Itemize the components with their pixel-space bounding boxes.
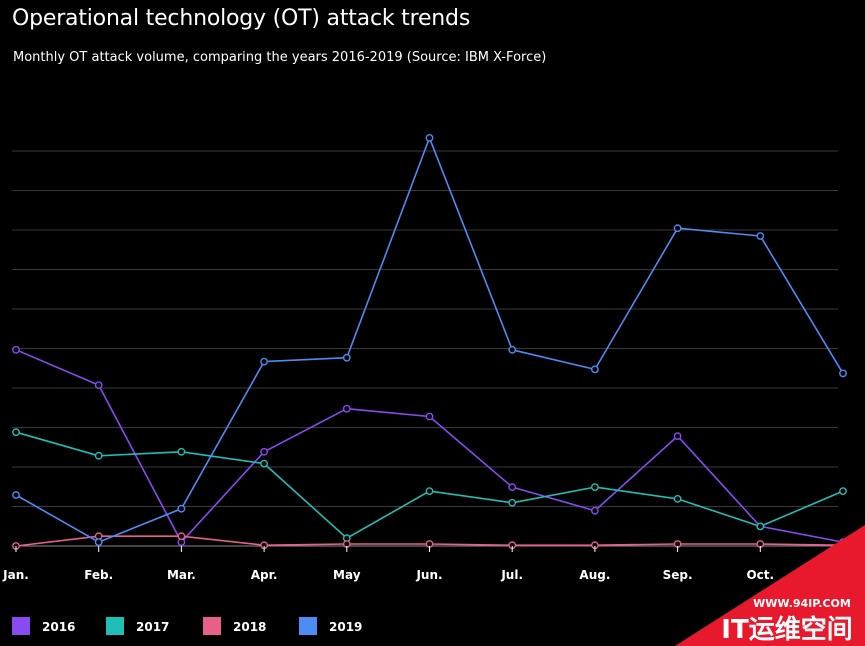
watermark: WWW.94IP.COM IT运维空间	[675, 525, 865, 646]
data-point-2017	[425, 487, 434, 495]
x-tick-label: May	[333, 568, 361, 582]
data-point-2018	[177, 532, 186, 541]
data-point-2019	[508, 345, 517, 354]
gridlines	[12, 150, 838, 547]
chart-subtitle: Monthly OT attack volume, comparing the …	[13, 50, 547, 65]
data-point-2016	[260, 447, 268, 456]
legend: 2016 2017 2018 2019	[12, 617, 362, 635]
data-point-2017	[591, 483, 599, 491]
data-point-2019	[12, 491, 20, 499]
data-point-2019	[673, 224, 682, 233]
legend-swatch-2018	[203, 617, 221, 635]
data-point-2017	[673, 494, 682, 503]
data-point-2017	[260, 459, 268, 468]
data-point-2017	[508, 498, 517, 507]
data-point-2016	[342, 404, 351, 413]
series-line-2017	[15, 431, 844, 540]
data-point-2019	[756, 232, 765, 240]
data-point-2016	[591, 506, 599, 515]
data-point-2017	[756, 522, 765, 531]
x-tick-label: Jan.	[2, 568, 29, 582]
data-point-2017	[12, 428, 20, 437]
legend-swatch-2019	[299, 617, 317, 635]
data-point-2019	[177, 504, 186, 513]
x-tick-label: Jul.	[500, 568, 523, 582]
data-point-2019	[839, 369, 847, 378]
legend-label-2016: 2016	[42, 620, 75, 634]
legend-swatch-2017	[106, 617, 124, 635]
x-tick-label: Jun.	[415, 568, 442, 582]
data-point-2019	[342, 353, 351, 362]
data-point-2016	[12, 345, 20, 354]
x-tick-label: Oct.	[746, 568, 774, 582]
data-point-2016	[508, 483, 517, 491]
legend-swatch-2016	[12, 617, 30, 635]
legend-label-2019: 2019	[329, 620, 362, 634]
legend-label-2018: 2018	[233, 620, 266, 634]
data-point-2019	[425, 133, 434, 142]
data-point-2016	[673, 432, 682, 440]
series-lines	[12, 133, 847, 550]
data-point-2019	[260, 357, 268, 366]
data-point-2017	[94, 451, 103, 460]
data-point-2017	[839, 487, 847, 495]
watermark-banner	[675, 525, 865, 646]
x-tick-label: Sep.	[663, 568, 693, 582]
chart-title: Operational technology (OT) attack trend…	[12, 6, 471, 31]
legend-label-2017: 2017	[136, 620, 169, 634]
x-tick-label: Apr.	[251, 568, 278, 582]
data-point-2016	[425, 412, 434, 421]
x-axis: Jan.Feb.Mar.Apr.MayJun.Jul.Aug.Sep.Oct.N…	[2, 546, 858, 582]
x-tick-label: Aug.	[579, 568, 610, 582]
x-tick-label: Feb.	[84, 568, 113, 582]
data-point-2016	[94, 381, 103, 389]
data-point-2019	[591, 365, 599, 374]
data-point-2017	[177, 447, 186, 456]
data-point-2019	[94, 538, 103, 546]
x-tick-label: Mar.	[167, 568, 196, 582]
watermark-brand: IT运维空间	[721, 614, 852, 645]
watermark-url: WWW.94IP.COM	[753, 597, 851, 610]
